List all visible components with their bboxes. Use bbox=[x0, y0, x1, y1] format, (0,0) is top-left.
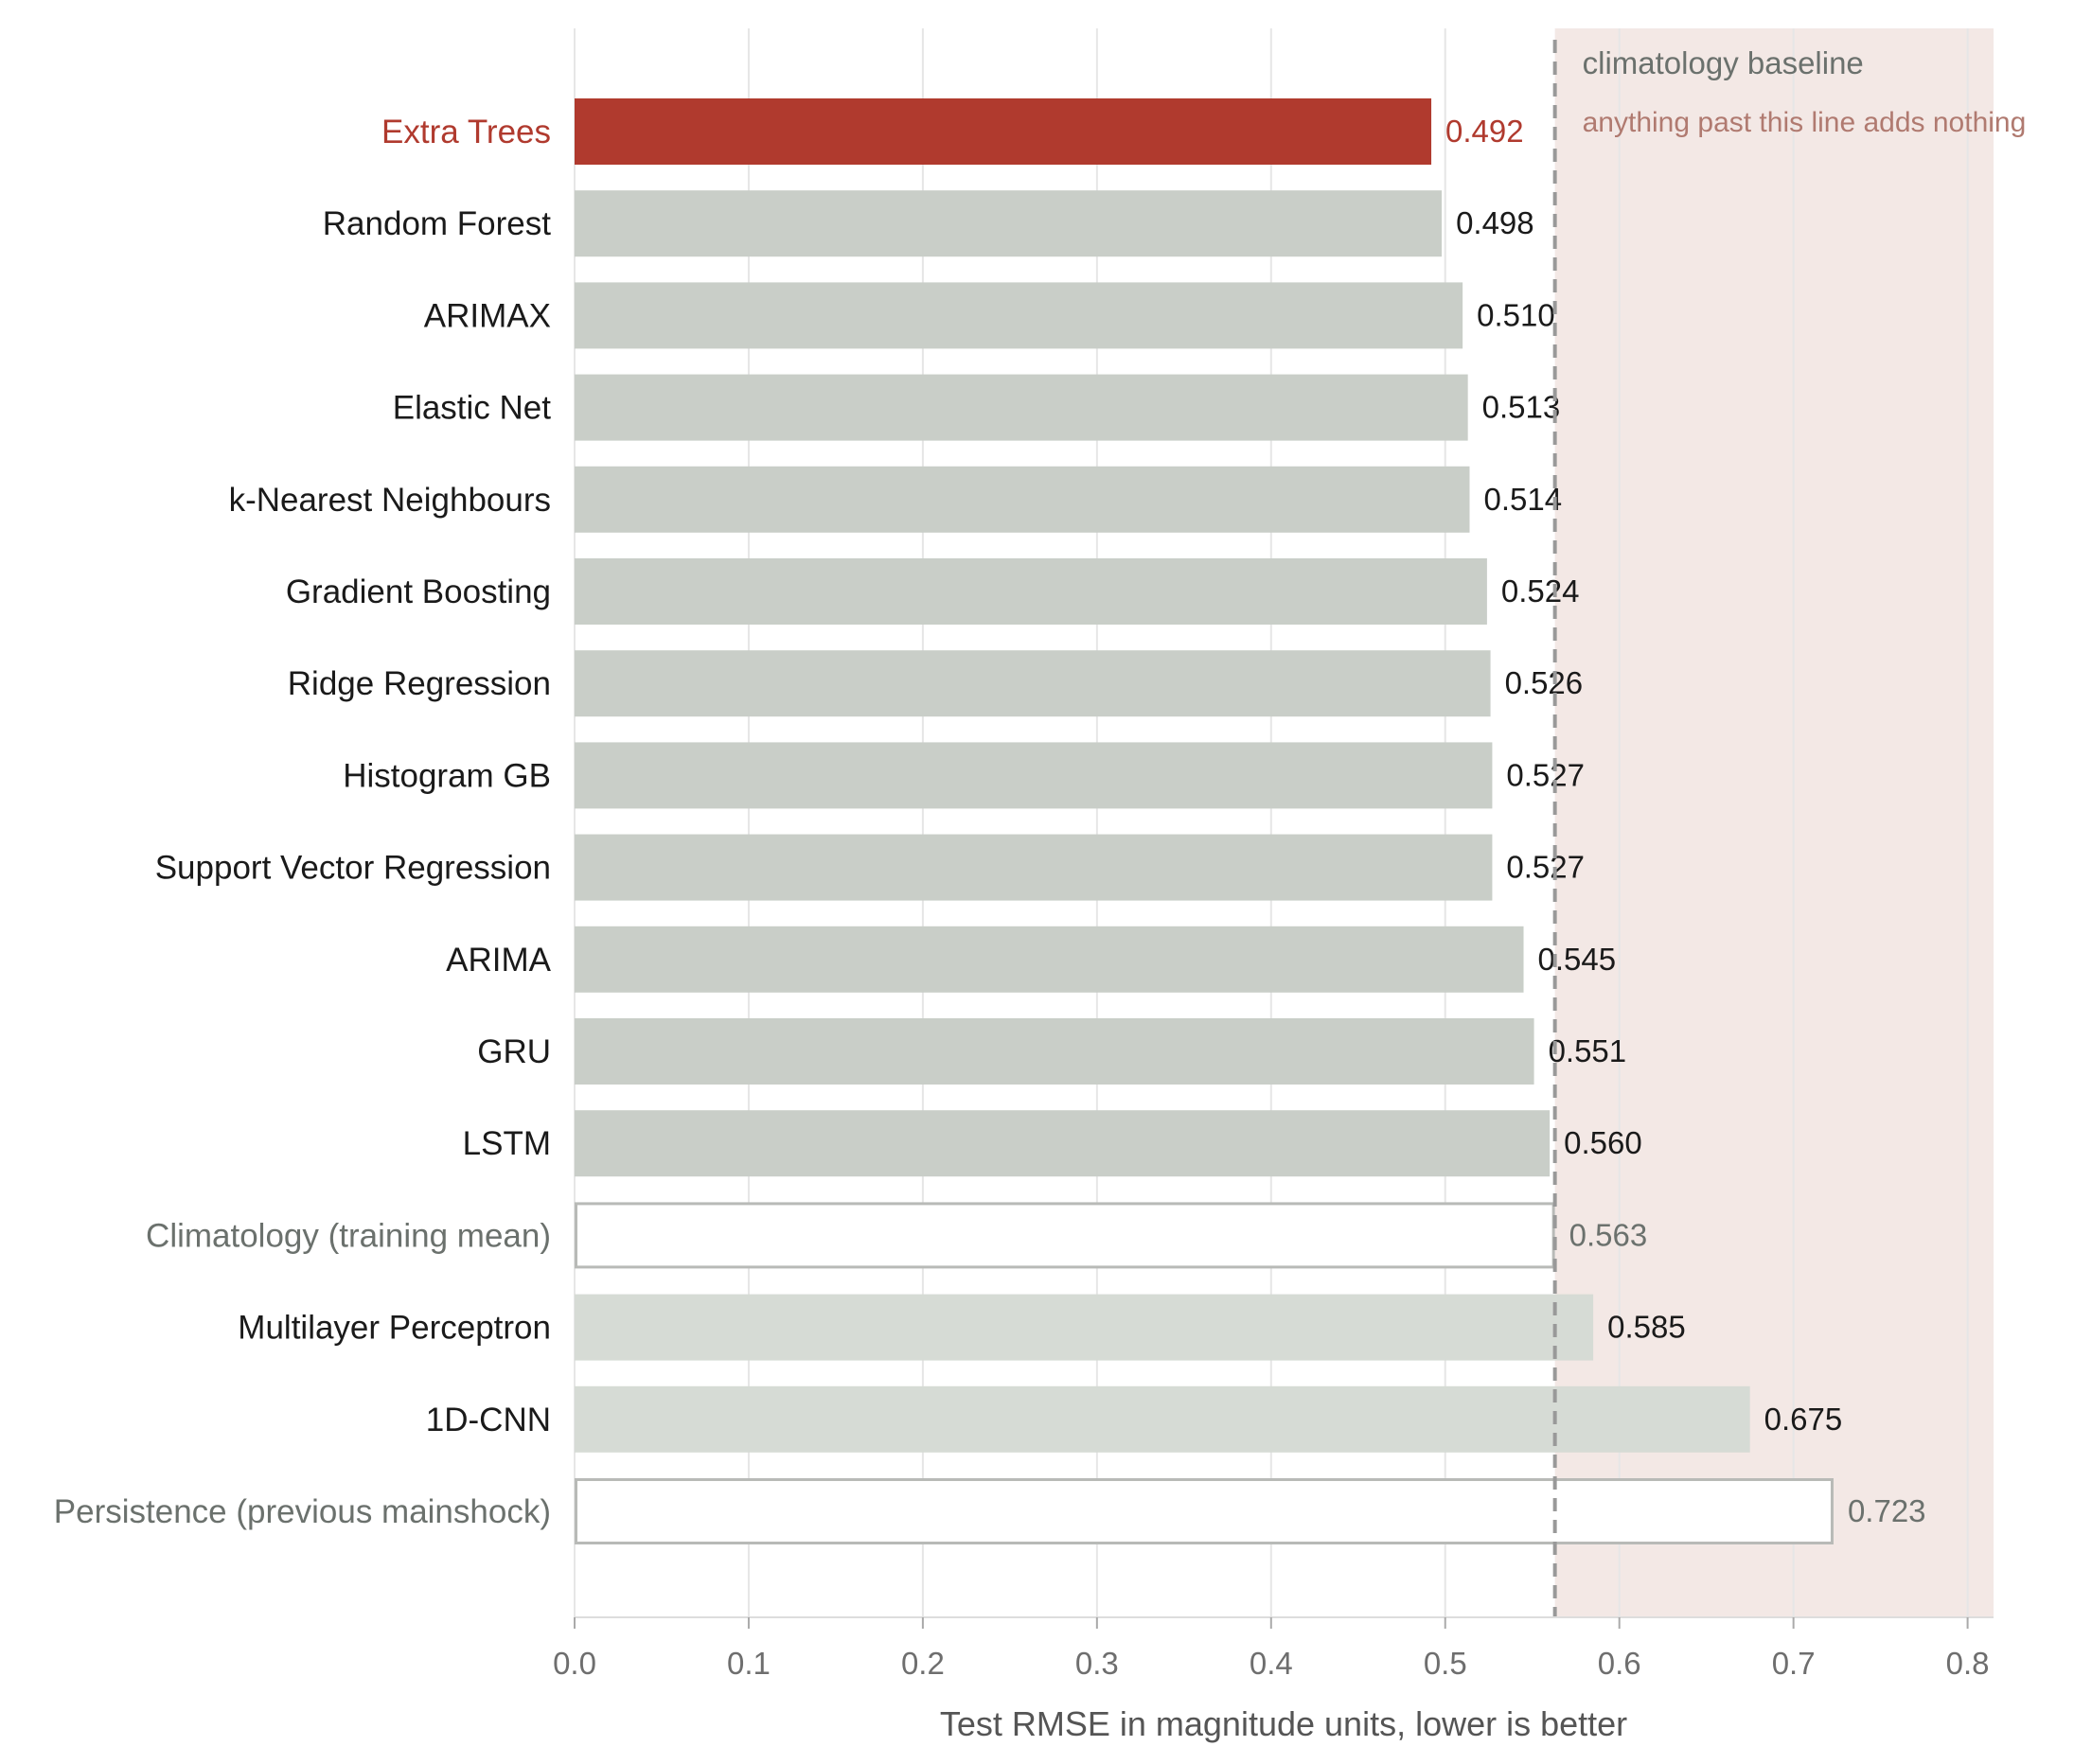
category-label: Persistence (previous mainshock) bbox=[54, 1493, 551, 1530]
category-label: Ridge Regression bbox=[288, 665, 551, 702]
value-label: 0.526 bbox=[1505, 665, 1584, 700]
category-label: Gradient Boosting bbox=[286, 573, 551, 610]
x-axis-label: Test RMSE in magnitude units, lower is b… bbox=[940, 1704, 1627, 1743]
x-tick-label: 0.8 bbox=[1946, 1646, 1990, 1681]
beyond-baseline-shading bbox=[1554, 28, 1994, 1617]
value-label: 0.513 bbox=[1482, 390, 1561, 425]
bar bbox=[575, 1110, 1551, 1177]
value-label: 0.524 bbox=[1501, 573, 1580, 609]
category-label: LSTM bbox=[463, 1125, 551, 1162]
x-tick-label: 0.3 bbox=[1075, 1646, 1119, 1681]
bar bbox=[575, 1018, 1534, 1085]
x-tick-label: 0.5 bbox=[1424, 1646, 1467, 1681]
bar bbox=[575, 1202, 1555, 1269]
baseline-label: climatology baseline bbox=[1583, 45, 1864, 80]
bar bbox=[575, 558, 1487, 625]
bar bbox=[575, 650, 1491, 717]
category-label: Support Vector Regression bbox=[155, 850, 551, 887]
category-label: Extra Trees bbox=[381, 114, 551, 150]
bar bbox=[575, 834, 1493, 901]
x-tick-label: 0.6 bbox=[1598, 1646, 1641, 1681]
category-label: GRU bbox=[477, 1033, 551, 1070]
bar bbox=[575, 190, 1443, 257]
category-label: 1D-CNN bbox=[426, 1402, 551, 1438]
category-label: Multilayer Perceptron bbox=[238, 1310, 551, 1347]
category-label: k-Nearest Neighbours bbox=[229, 482, 551, 519]
baseline-note: anything past this line adds nothing bbox=[1583, 107, 2027, 138]
value-label: 0.514 bbox=[1484, 482, 1563, 517]
x-tick-label: 0.7 bbox=[1772, 1646, 1816, 1681]
bar bbox=[575, 98, 1432, 165]
bar bbox=[575, 374, 1468, 441]
category-label: Elastic Net bbox=[393, 390, 552, 427]
value-label: 0.563 bbox=[1569, 1217, 1648, 1252]
x-ticks-layer: 0.0 0.1 0.2 0.3 0.4 0.5 0.6 0.7 0.8 bbox=[553, 1617, 1990, 1681]
x-tick-label: 0.4 bbox=[1250, 1646, 1293, 1681]
bar bbox=[575, 926, 1524, 993]
value-label: 0.585 bbox=[1607, 1310, 1686, 1345]
value-label: 0.492 bbox=[1445, 114, 1524, 149]
x-tick-label: 0.1 bbox=[727, 1646, 771, 1681]
value-label: 0.723 bbox=[1848, 1493, 1926, 1528]
bar bbox=[575, 1385, 1750, 1453]
value-label: 0.498 bbox=[1456, 205, 1534, 240]
value-label: 0.675 bbox=[1764, 1402, 1843, 1437]
value-label: 0.560 bbox=[1564, 1125, 1642, 1160]
category-label: Climatology (training mean) bbox=[146, 1217, 551, 1254]
value-label: 0.527 bbox=[1506, 850, 1585, 885]
category-label: Histogram GB bbox=[343, 757, 551, 794]
category-label: ARIMA bbox=[446, 942, 552, 979]
bar bbox=[575, 282, 1463, 349]
value-label: 0.527 bbox=[1506, 757, 1585, 792]
bar bbox=[575, 1294, 1594, 1361]
bar bbox=[575, 1478, 1834, 1544]
category-label: ARIMAX bbox=[424, 297, 551, 334]
bar bbox=[575, 466, 1470, 533]
value-label: 0.510 bbox=[1477, 297, 1555, 332]
value-label: 0.551 bbox=[1549, 1033, 1627, 1068]
value-label: 0.545 bbox=[1538, 942, 1617, 977]
category-label: Random Forest bbox=[323, 205, 551, 242]
bar bbox=[575, 742, 1493, 809]
x-tick-label: 0.0 bbox=[553, 1646, 596, 1681]
x-tick-label: 0.2 bbox=[901, 1646, 945, 1681]
